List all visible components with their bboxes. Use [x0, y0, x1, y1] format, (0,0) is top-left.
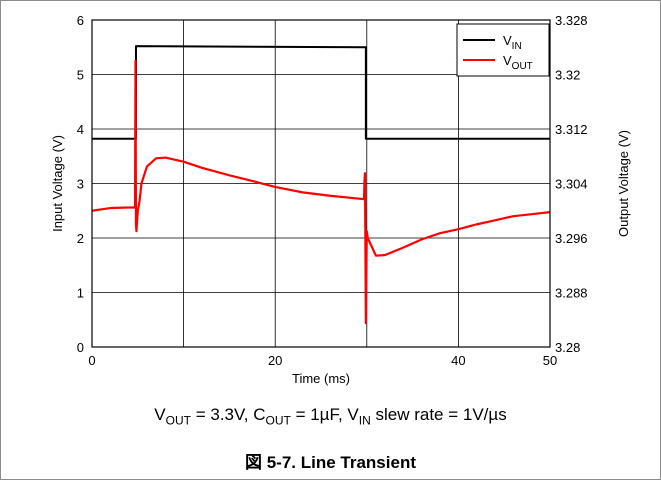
y-left-tick-label: 0 — [77, 340, 84, 355]
legend-label: VIN — [503, 33, 522, 52]
y-right-tick-label: 3.28 — [555, 340, 580, 355]
series-line-vin — [92, 45, 550, 140]
y-left-tick-label: 4 — [77, 122, 84, 137]
legend-label: VOUT — [503, 53, 533, 72]
y-left-tick-label: 6 — [77, 13, 84, 28]
line-transient-chart: 0 20 40 50 0 1 2 3 4 5 6 3.28 3.288 3.296 3.304 3.312 3.… — [50, 13, 631, 386]
x-axis-label: Time (ms) — [292, 371, 350, 386]
y-right-tick-label: 3.312 — [555, 122, 588, 137]
y-axis-right-label: Output Voltage (V) — [616, 130, 631, 237]
y-right-tick-label: 3.288 — [555, 286, 588, 301]
y-left-tick-label: 2 — [77, 231, 84, 246]
plot-border — [91, 19, 551, 348]
series-line-vout — [92, 59, 550, 325]
figure-caption: 図 5-7. Line Transient — [245, 453, 416, 472]
y-left-tick-label: 3 — [77, 177, 84, 192]
y-right-tick-label: 3.296 — [555, 231, 588, 246]
y-left-tick-label: 5 — [77, 68, 84, 83]
x-tick-label: 0 — [88, 353, 95, 368]
x-tick-label: 50 — [543, 353, 557, 368]
axis-ticks: 0 20 40 50 0 1 2 3 4 5 6 3.28 3.288 3.296 3.304 3.312 3.… — [77, 13, 588, 368]
y-left-tick-label: 1 — [77, 286, 84, 301]
series-layer — [92, 45, 550, 325]
legend-box — [456, 23, 550, 77]
y-right-tick-label: 3.32 — [555, 68, 580, 83]
y-right-tick-label: 3.328 — [555, 13, 588, 28]
x-tick-label: 40 — [451, 353, 465, 368]
y-right-tick-label: 3.304 — [555, 177, 588, 192]
test-conditions: VOUT = 3.3V, COUT = 1µF, VIN slew rate =… — [154, 405, 507, 428]
y-axis-left-label: Input Voltage (V) — [50, 135, 65, 232]
x-tick-label: 20 — [268, 353, 282, 368]
